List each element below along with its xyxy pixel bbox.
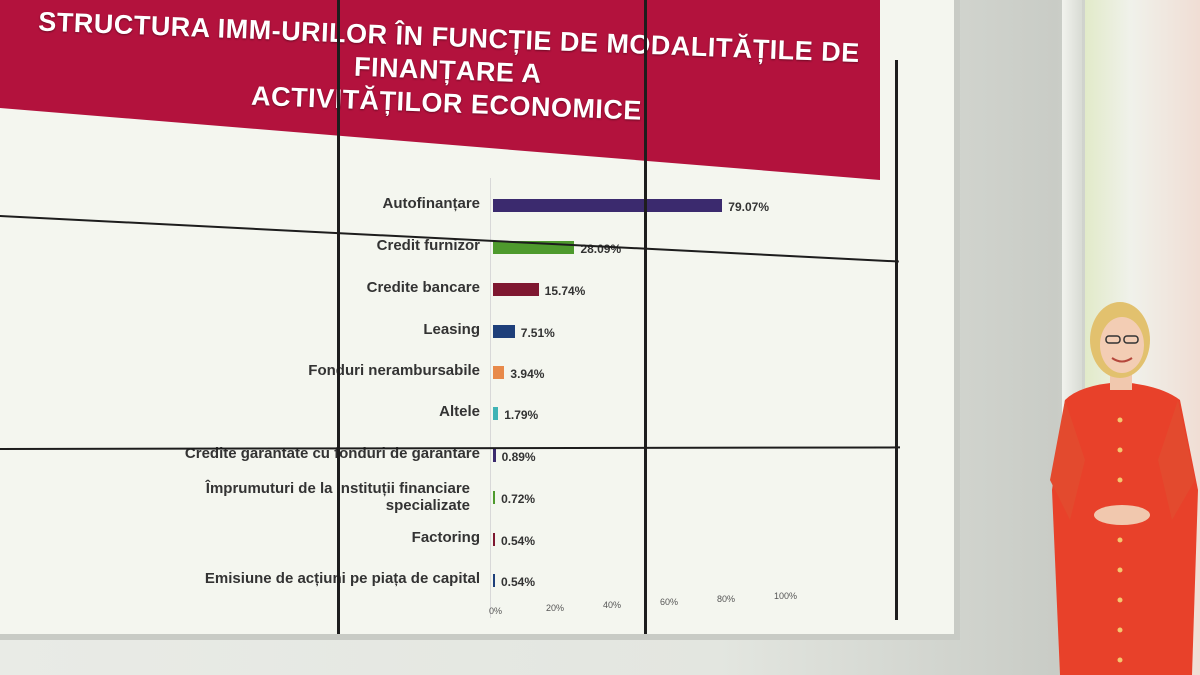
category-label: Emisiune de acțiuni pe piața de capital [204, 570, 480, 587]
screen-frame [0, 0, 960, 640]
category-label: Autofinanțare [382, 195, 481, 212]
value-label: 0.72% [501, 492, 536, 506]
plot-area [490, 178, 801, 618]
bar [493, 574, 495, 587]
value-label: 1.79% [504, 408, 539, 422]
value-label: 15.74% [544, 284, 586, 298]
category-label: Leasing [423, 321, 480, 338]
panel-seam-vertical-3 [895, 60, 898, 620]
category-label: Factoring [411, 529, 480, 546]
bar [493, 407, 499, 420]
panel-seam-vertical-1 [337, 0, 340, 640]
value-label: 0.54% [501, 534, 536, 548]
presenter-figure [1050, 302, 1198, 675]
x-tick-label: 80% [717, 594, 736, 604]
category-label: Credit furnizor [376, 237, 480, 254]
bar [493, 366, 505, 379]
x-tick-label: 100% [774, 591, 798, 601]
category-label: Altele [439, 403, 480, 420]
bar [493, 199, 723, 212]
category-label: Credite bancare [366, 279, 480, 296]
video-wall-screen: STRUCTURA IMM-URILOR ÎN FUNCȚIE DE MODAL… [0, 0, 960, 640]
value-label: 3.94% [510, 367, 545, 381]
value-label: 0.89% [501, 450, 536, 464]
category-label: Fonduri nerambursabile [308, 362, 480, 379]
value-label: 0.54% [501, 575, 536, 589]
bar [493, 325, 515, 338]
x-tick-label: 0% [489, 606, 503, 616]
bar [493, 283, 539, 296]
x-tick-label: 20% [546, 603, 565, 613]
bar [493, 491, 496, 504]
x-tick-label: 60% [660, 597, 679, 607]
panel-seam-vertical-2 [644, 0, 647, 640]
bar [493, 533, 495, 546]
value-label: 79.07% [728, 200, 769, 214]
bar [493, 449, 496, 462]
x-tick-label: 40% [603, 600, 622, 610]
value-label: 7.51% [520, 326, 555, 340]
